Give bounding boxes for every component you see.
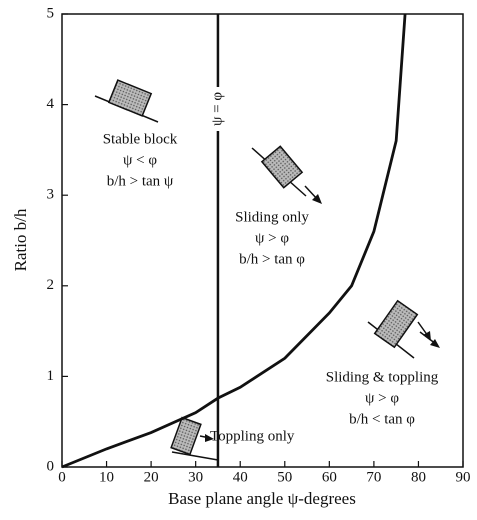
annotation: b/h > tan φ — [239, 251, 305, 267]
series-label-bg — [209, 87, 226, 131]
series-label: ψ = φ — [209, 92, 225, 126]
x-tick-label: 50 — [277, 469, 292, 485]
annotation: b/h > tan ψ — [107, 173, 174, 189]
y-tick-label: 4 — [47, 96, 55, 112]
annotation: Sliding only — [235, 209, 309, 225]
block-icons — [94, 79, 440, 461]
x-tick-label: 70 — [366, 469, 381, 485]
x-tick-label: 10 — [99, 469, 114, 485]
x-tick-label: 0 — [58, 469, 66, 485]
y-tick-label: 2 — [47, 277, 55, 293]
annotation: Toppling only — [210, 428, 295, 444]
annotation: ψ < φ — [123, 152, 157, 168]
x-tick-label: 80 — [411, 469, 426, 485]
y-tick-label: 0 — [47, 458, 55, 474]
x-tick-label: 20 — [144, 469, 159, 485]
plot-frame — [61, 13, 464, 468]
y-tick-label: 1 — [47, 368, 55, 384]
x-tick-label: 90 — [456, 469, 471, 485]
x-tick-label: 30 — [188, 469, 203, 485]
annotation: Stable block — [103, 131, 178, 147]
annotation: Sliding & toppling — [326, 369, 439, 385]
annotation: ψ > φ — [255, 230, 289, 246]
y-axis-label: Ratio b/h — [11, 208, 30, 271]
series-line — [61, 13, 407, 469]
x-tick-label: 60 — [322, 469, 337, 485]
x-axis-label: Base plane angle ψ-degrees — [168, 489, 356, 508]
annotation: ψ > φ — [365, 390, 399, 406]
y-tick-label: 5 — [47, 5, 55, 21]
annotation: b/h < tan φ — [349, 411, 415, 427]
y-tick-label: 3 — [47, 187, 55, 203]
x-tick-label: 40 — [233, 469, 248, 485]
